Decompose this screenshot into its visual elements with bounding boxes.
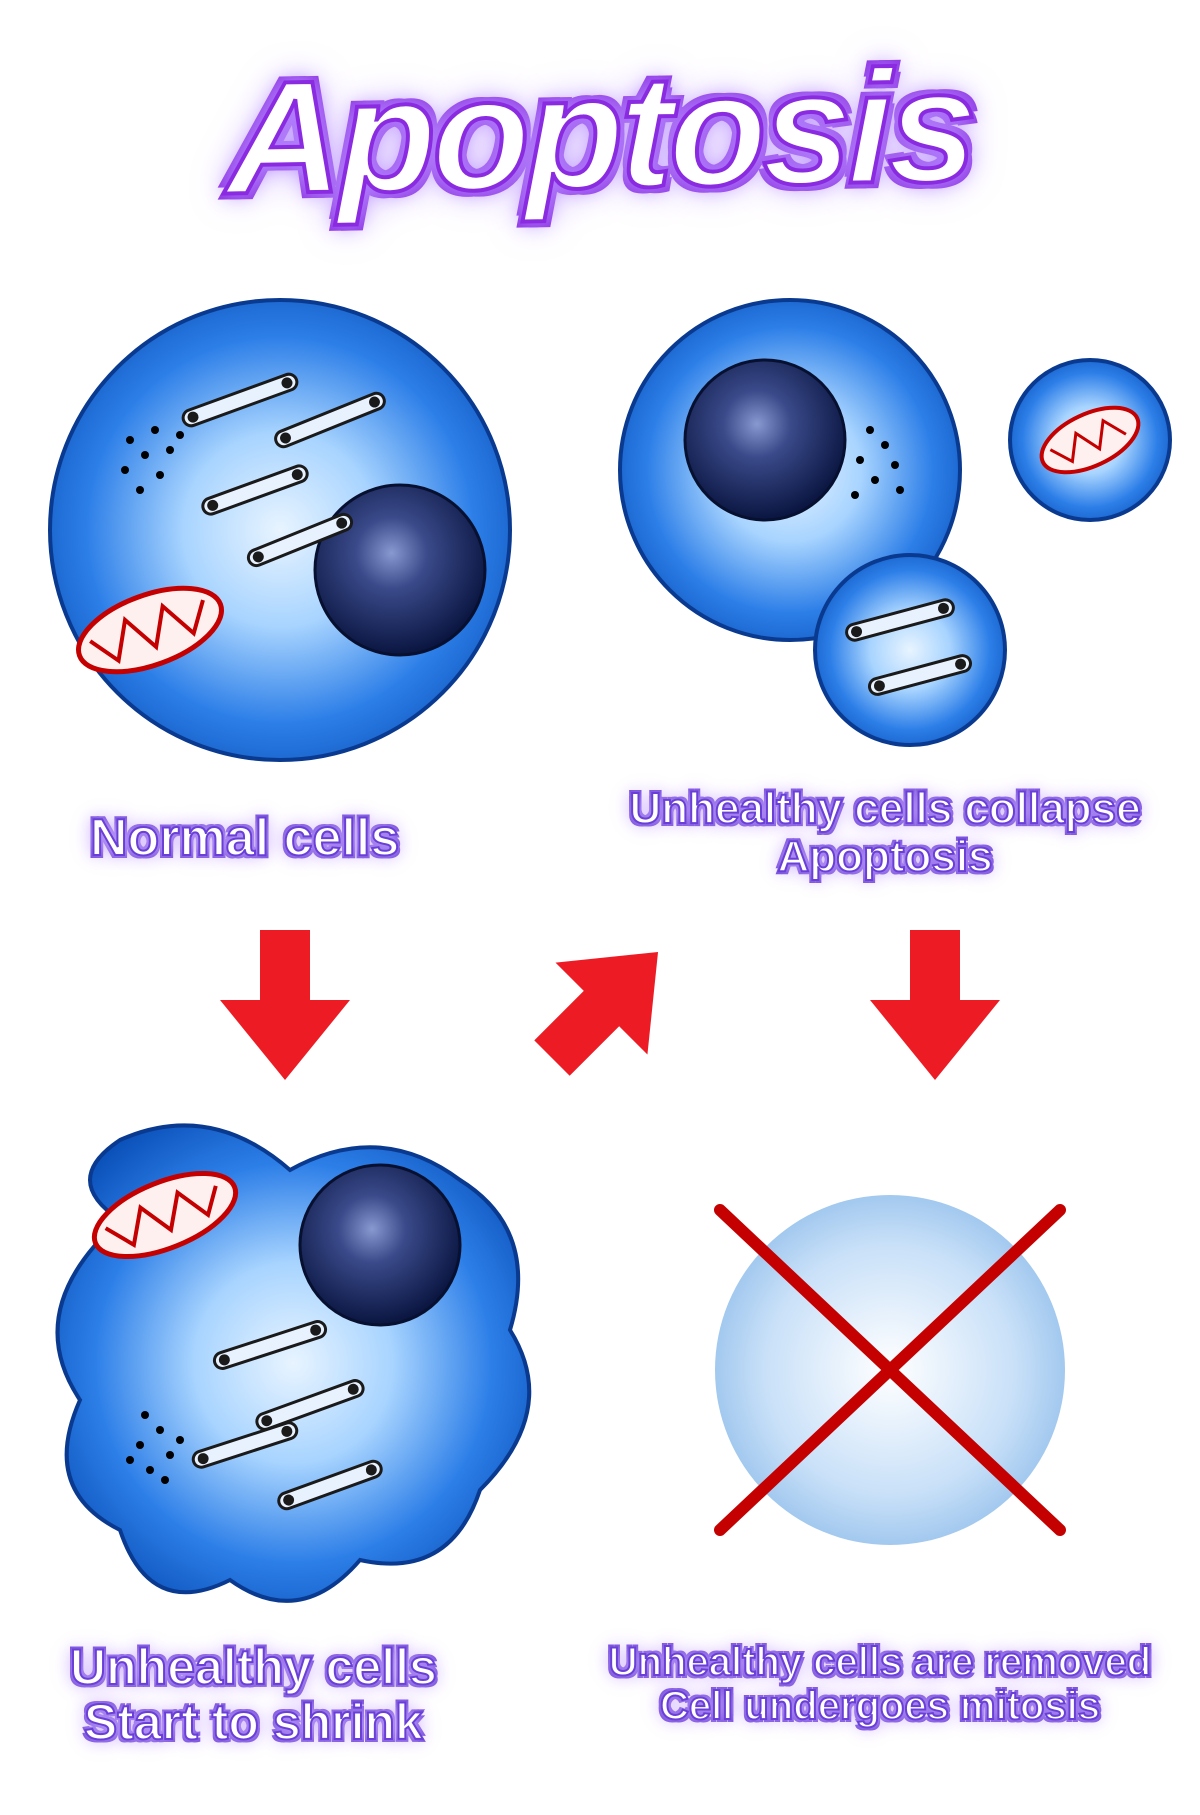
arrow-down-right — [870, 930, 1000, 1080]
normal-caption: Normal cells — [90, 810, 399, 867]
shrinking-cell — [30, 1110, 570, 1650]
removed-caption-line2: Cell undergoes mitosis — [660, 1684, 1100, 1728]
shrink-caption: Unhealthy cells Start to shrink — [70, 1640, 437, 1750]
collapse-cells — [600, 300, 1200, 800]
shrink-caption-line2: Start to shrink — [84, 1694, 423, 1750]
removed-caption: Unhealthy cells are removed Cell undergo… — [580, 1640, 1180, 1728]
removed-cell — [670, 1150, 1110, 1590]
normal-cell — [40, 290, 560, 810]
collapse-caption-line1: Unhealthy cells collapse — [629, 784, 1140, 833]
removed-caption-line1: Unhealthy cells are removed — [609, 1640, 1151, 1684]
arrow-down-left — [220, 930, 350, 1080]
page-title: Apoptosis — [0, 30, 1200, 235]
arrow-diagonal-up — [530, 930, 680, 1080]
collapse-caption-line2: Apoptosis — [777, 832, 992, 881]
shrink-caption-line1: Unhealthy cells — [70, 1639, 437, 1695]
collapse-caption: Unhealthy cells collapse Apoptosis — [590, 785, 1180, 882]
